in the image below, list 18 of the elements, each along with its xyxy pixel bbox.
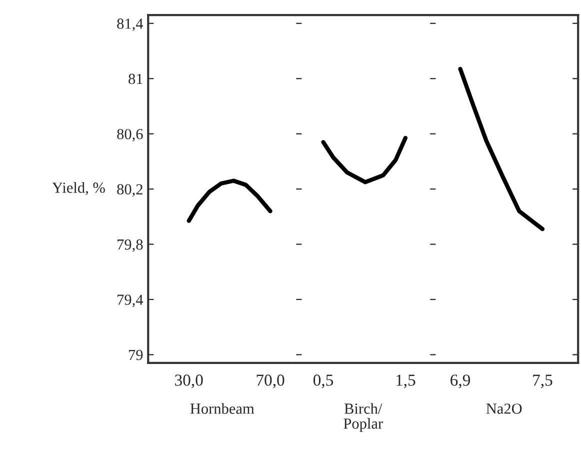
y-tick-label: 79: [129, 350, 143, 360]
x-tick-label: 1,5: [396, 374, 416, 388]
x-axis-title: Hornbeam: [190, 403, 254, 414]
x-axis-title: Birch/ Poplar: [344, 403, 383, 432]
y-axis-title: Yield, %: [52, 182, 105, 196]
y-tick-label: 80,2: [117, 184, 142, 197]
y-tick-label: 80,6: [117, 128, 143, 142]
x-tick-label: 7,5: [533, 374, 552, 388]
x-tick-label: 70,0: [256, 374, 284, 388]
y-tick-label: 81,4: [117, 18, 144, 32]
y-tick-label: 79,8: [118, 239, 143, 252]
y-tick-label: 79,4: [118, 294, 144, 308]
x-tick-label: 30,0: [175, 374, 203, 388]
x-tick-label: 6,9: [450, 374, 470, 388]
line-series: [186, 178, 272, 223]
x-tick-label: 0,5: [313, 374, 334, 388]
x-axis-title: Na2O: [486, 404, 522, 414]
y-tick-label: 81: [128, 74, 142, 84]
